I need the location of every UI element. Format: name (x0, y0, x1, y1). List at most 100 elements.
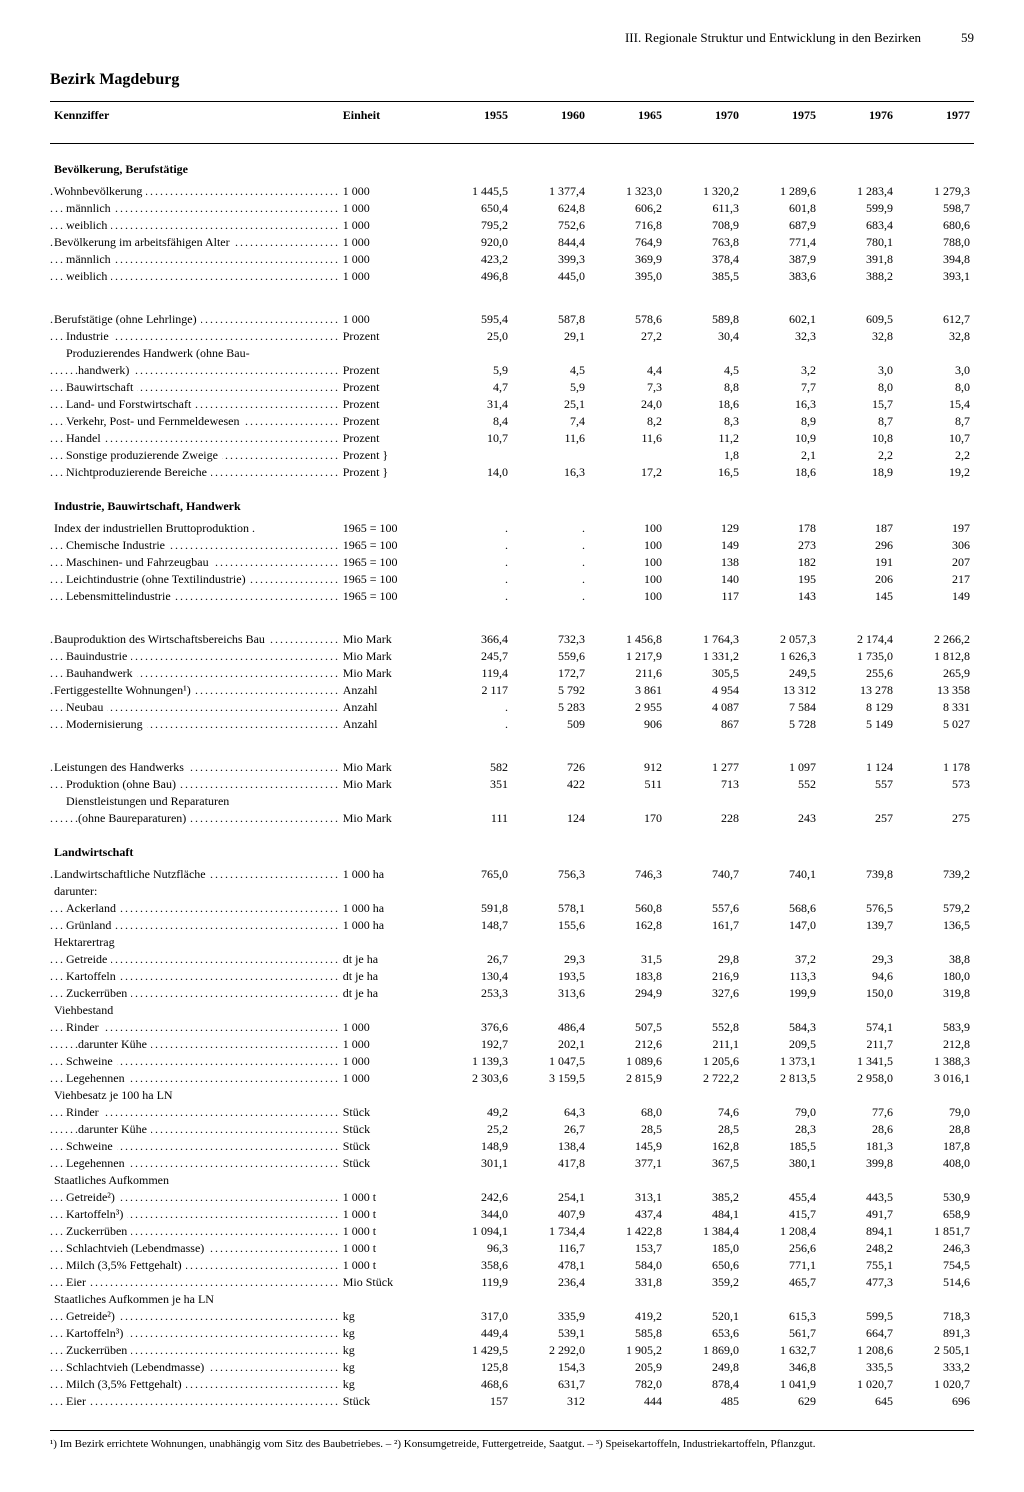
row-unit: kg (339, 1359, 435, 1376)
table-row: männlich1 000423,2399,3369,9378,4387,939… (50, 251, 974, 268)
cell-value: 1 124 (820, 759, 897, 776)
cell-value: 147,0 (743, 917, 820, 934)
cell-value: 294,9 (589, 985, 666, 1002)
cell-value: 2 958,0 (820, 1070, 897, 1087)
row-unit: Mio Stück (339, 1274, 435, 1291)
row-label: Wohnbevölkerung (50, 183, 339, 200)
cell-value: 3,0 (897, 362, 974, 379)
cell-value: 1 331,2 (666, 648, 743, 665)
cell-value (435, 1172, 512, 1189)
cell-value: 1 320,2 (666, 183, 743, 200)
table-row: Landwirtschaft (50, 827, 974, 866)
cell-value: 585,8 (589, 1325, 666, 1342)
cell-value: 8,9 (743, 413, 820, 430)
cell-value: 3 016,1 (897, 1070, 974, 1087)
col-year: 1975 (743, 102, 820, 144)
cell-value (666, 1087, 743, 1104)
cell-value: 26,7 (512, 1121, 589, 1138)
row-unit: Prozent (339, 430, 435, 447)
row-label: Getreide²) (50, 1189, 339, 1206)
cell-value: 496,8 (435, 268, 512, 285)
cell-value: 154,3 (512, 1359, 589, 1376)
cell-value: 13 312 (743, 682, 820, 699)
footnotes: ¹) Im Bezirk errichtete Wohnungen, unabh… (50, 1430, 974, 1452)
cell-value: 17,2 (589, 464, 666, 481)
cell-value: 683,4 (820, 217, 897, 234)
cell-value: 878,4 (666, 1376, 743, 1393)
cell-value: 32,8 (820, 328, 897, 345)
cell-value: 313,6 (512, 985, 589, 1002)
cell-value: 726 (512, 759, 589, 776)
section-heading: Industrie, Bauwirtschaft, Handwerk (50, 481, 974, 520)
table-row: Kartoffeln³)kg449,4539,1585,8653,6561,76… (50, 1325, 974, 1342)
table-row: Schlachtvieh (Lebendmasse)1 000 t96,3116… (50, 1240, 974, 1257)
row-unit (339, 1172, 435, 1189)
cell-value: 119,9 (435, 1274, 512, 1291)
cell-value: 1 283,4 (820, 183, 897, 200)
row-unit: 1 000 ha (339, 917, 435, 934)
cell-value: 2 303,6 (435, 1070, 512, 1087)
row-label: Berufstätige (ohne Lehrlinge) (50, 311, 339, 328)
cell-value: 211,6 (589, 665, 666, 682)
cell-value: 696 (897, 1393, 974, 1410)
cell-value: . (435, 554, 512, 571)
row-label: Staatliches Aufkommen (50, 1172, 339, 1189)
cell-value: 25,0 (435, 328, 512, 345)
cell-value: 4,7 (435, 379, 512, 396)
table-row: RinderStück49,264,368,074,679,077,679,0 (50, 1104, 974, 1121)
row-label: Handel (50, 430, 339, 447)
cell-value: . (435, 537, 512, 554)
cell-value: 393,1 (897, 268, 974, 285)
cell-value: 77,6 (820, 1104, 897, 1121)
cell-value: 327,6 (666, 985, 743, 1002)
table-row: Produzierendes Handwerk (ohne Bau- (50, 345, 974, 362)
cell-value: 265,9 (897, 665, 974, 682)
cell-value: 557,6 (666, 900, 743, 917)
cell-value: 912 (589, 759, 666, 776)
row-label: Nichtproduzierende Bereiche (50, 464, 339, 481)
cell-value: 205,9 (589, 1359, 666, 1376)
cell-value (820, 1172, 897, 1189)
row-label: weiblich (50, 268, 339, 285)
cell-value: 3,2 (743, 362, 820, 379)
table-row: Fertiggestellte Wohnungen¹)Anzahl2 1175 … (50, 682, 974, 699)
cell-value: . (512, 520, 589, 537)
cell-value: 248,2 (820, 1240, 897, 1257)
cell-value: 217 (897, 571, 974, 588)
cell-value: 771,4 (743, 234, 820, 251)
row-unit: Stück (339, 1138, 435, 1155)
cell-value: 117 (666, 588, 743, 605)
cell-value: . (512, 554, 589, 571)
row-label: Viehbestand (50, 1002, 339, 1019)
cell-value: 763,8 (666, 234, 743, 251)
cell-value: 1 735,0 (820, 648, 897, 665)
chapter-title: III. Regionale Struktur und Entwicklung … (625, 30, 921, 46)
row-unit: Stück (339, 1155, 435, 1172)
cell-value: 408,0 (897, 1155, 974, 1172)
cell-value: 358,6 (435, 1257, 512, 1274)
cell-value: 5 792 (512, 682, 589, 699)
cell-value: 739,2 (897, 866, 974, 883)
cell-value: 1 139,3 (435, 1053, 512, 1070)
cell-value: 10,7 (897, 430, 974, 447)
cell-value: 2 266,2 (897, 631, 974, 648)
cell-value (897, 1172, 974, 1189)
row-unit (339, 934, 435, 951)
cell-value (743, 793, 820, 810)
table-row: Zuckerrübenkg1 429,52 292,01 905,21 869,… (50, 1342, 974, 1359)
cell-value: 68,0 (589, 1104, 666, 1121)
cell-value: 664,7 (820, 1325, 897, 1342)
cell-value (435, 1087, 512, 1104)
cell-value: 4 087 (666, 699, 743, 716)
row-unit: kg (339, 1376, 435, 1393)
cell-value: 26,7 (435, 951, 512, 968)
cell-value: 8,0 (820, 379, 897, 396)
table-row: Getreide²)1 000 t242,6254,1313,1385,2455… (50, 1189, 974, 1206)
cell-value: 1 851,7 (897, 1223, 974, 1240)
cell-value: 100 (589, 520, 666, 537)
cell-value: 1 429,5 (435, 1342, 512, 1359)
row-unit: Anzahl (339, 682, 435, 699)
cell-value: 507,5 (589, 1019, 666, 1036)
table-row: Getreide²)kg317,0335,9419,2520,1615,3599… (50, 1308, 974, 1325)
cell-value: 1 020,7 (897, 1376, 974, 1393)
